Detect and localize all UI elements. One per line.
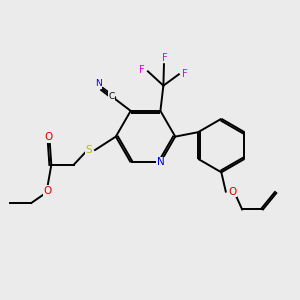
Text: O: O [44,132,52,142]
Text: C: C [108,92,115,100]
Text: F: F [162,53,167,63]
Text: S: S [86,145,92,155]
Text: N: N [95,79,102,88]
Text: O: O [228,187,236,196]
Text: F: F [139,65,145,76]
Text: N: N [157,158,164,167]
Text: F: F [182,69,188,79]
Text: O: O [44,186,52,196]
